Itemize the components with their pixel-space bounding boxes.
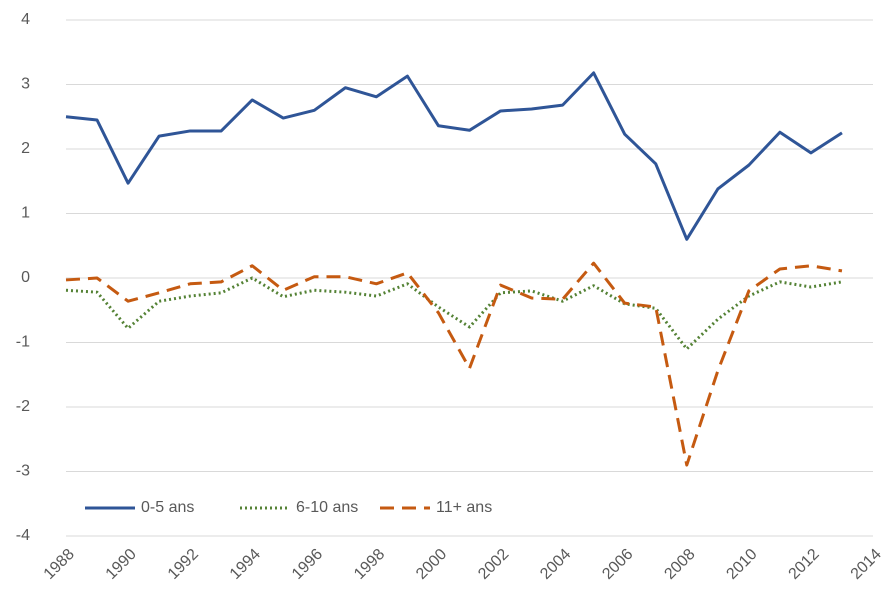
y-tick-label: -4 [16,527,30,544]
legend-label: 11+ ans [436,499,492,516]
x-tick-label: 2000 [413,546,450,583]
y-tick-label: 0 [21,269,30,286]
x-tick-label: 2002 [475,546,512,583]
y-tick-label: -2 [16,398,30,415]
series-line [65,261,843,467]
x-tick-label: 1988 [41,546,78,583]
x-tick-label: 2006 [599,546,636,583]
y-tick-label: 2 [21,140,30,157]
y-tick-label: -1 [16,334,30,351]
x-tick-label: 1990 [103,546,140,583]
x-tick-label: 2010 [723,546,760,583]
series-line [65,276,843,351]
x-tick-label: 1992 [165,546,202,583]
x-tick-label: 2014 [848,546,884,583]
x-tick-label: 1994 [227,546,264,583]
y-tick-label: 3 [21,76,30,93]
series-line [65,71,843,241]
legend-label: 6-10 ans [296,499,358,516]
x-tick-label: 1998 [351,546,388,583]
y-tick-label: 1 [21,205,30,222]
y-tick-label: 4 [21,11,30,28]
x-tick-label: 2012 [786,546,823,583]
x-tick-label: 2008 [661,546,698,583]
x-tick-label: 2004 [537,546,574,583]
y-tick-label: -3 [16,463,30,480]
x-tick-label: 1996 [289,546,326,583]
legend-label: 0-5 ans [141,499,194,516]
